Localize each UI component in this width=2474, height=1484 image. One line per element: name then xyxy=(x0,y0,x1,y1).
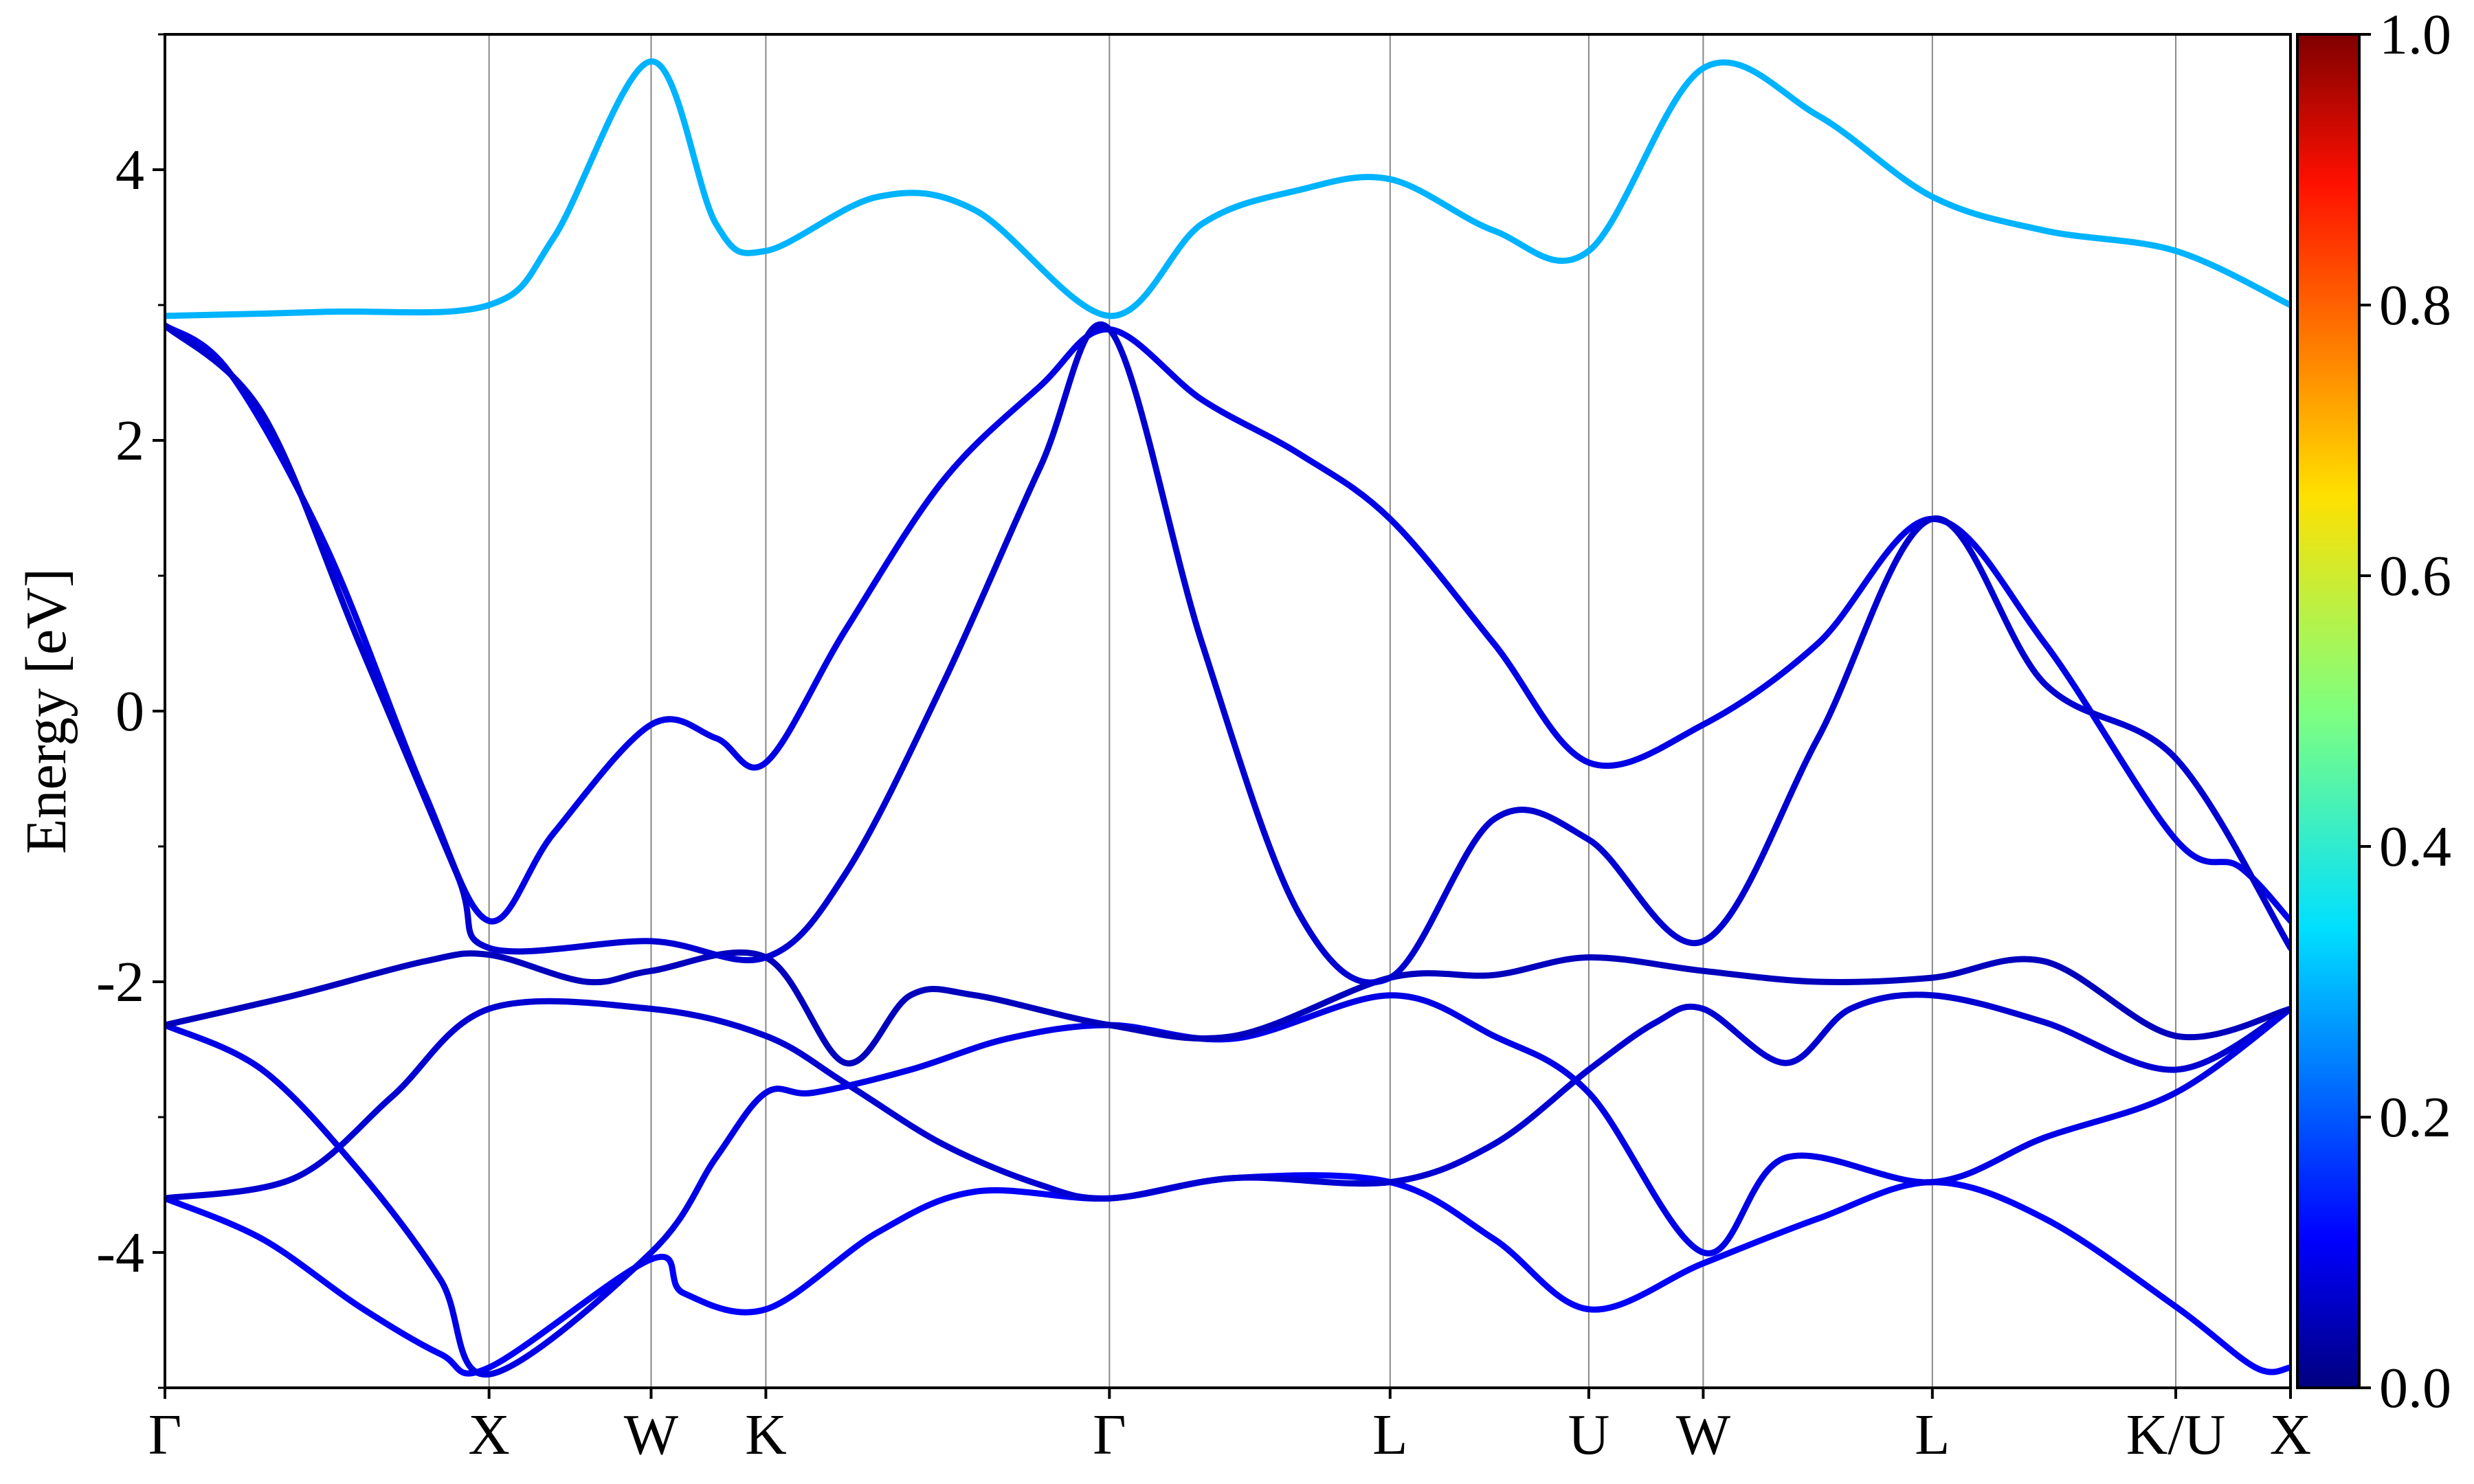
colorbar-ticks: 0.0 0.2 0.4 0.6 0.8 1.0 xyxy=(2359,3,2451,1420)
y-tick-label: -2 xyxy=(96,950,144,1014)
x-tick-label: K xyxy=(745,1403,787,1467)
x-axis-ticks: Γ X W K Γ L U W L K/U X xyxy=(148,1388,2312,1467)
colorbar-tick-label: 0.0 xyxy=(2379,1356,2451,1420)
colorbar-tick-label: 0.6 xyxy=(2379,544,2451,608)
colorbar xyxy=(2296,33,2361,1389)
y-tick-label: -4 xyxy=(96,1221,144,1285)
x-tick-label: L xyxy=(1915,1403,1950,1467)
x-tick-label: K/U xyxy=(2126,1403,2226,1467)
band-line xyxy=(165,58,2291,319)
x-tick-label: W xyxy=(1676,1403,1731,1467)
y-tick-label: 4 xyxy=(115,138,144,202)
colorbar-tick-label: 0.2 xyxy=(2379,1086,2451,1149)
x-tick-label: Γ xyxy=(1093,1403,1126,1467)
x-tick-label: Γ xyxy=(148,1403,182,1467)
high-symmetry-gridlines xyxy=(488,34,2177,1388)
x-tick-label: U xyxy=(1568,1403,1610,1467)
x-tick-label: L xyxy=(1372,1403,1407,1467)
colorbar-tick-label: 1.0 xyxy=(2379,3,2451,67)
y-axis-ticks: -4 -2 0 2 4 xyxy=(96,33,165,1389)
y-tick-label: 0 xyxy=(115,679,144,743)
band-line xyxy=(165,1172,2291,1377)
x-tick-label: X xyxy=(468,1403,510,1467)
band-line xyxy=(165,322,2291,925)
band-line xyxy=(165,321,2291,986)
x-tick-label: X xyxy=(2270,1403,2312,1467)
colorbar-tick-label: 0.4 xyxy=(2379,815,2451,879)
colorbar-tick-label: 0.8 xyxy=(2379,273,2451,337)
y-tick-label: 2 xyxy=(115,409,144,473)
band-line xyxy=(165,949,2291,1067)
x-tick-label: W xyxy=(624,1403,679,1467)
band-lines xyxy=(165,58,2291,1378)
band-line xyxy=(165,991,2291,1202)
y-axis-title: Energy [eV] xyxy=(14,568,78,854)
